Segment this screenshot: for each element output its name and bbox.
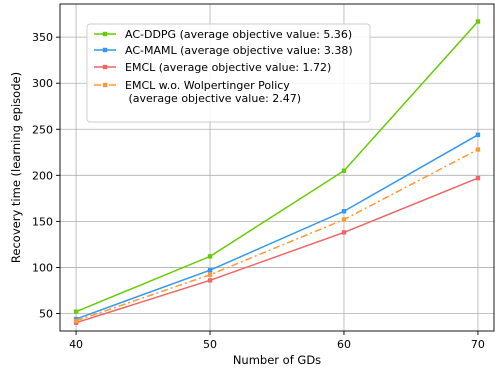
data-point: [341, 168, 347, 173]
axis-ticks: 40 50 60 70 50 100 150 200 250 300 350: [32, 31, 485, 351]
legend-item: AC-DDPG (average objective value: 5.36): [94, 28, 352, 41]
y-tick-label: 300: [32, 77, 53, 90]
data-point: [475, 147, 481, 152]
legend-swatch-marker: [102, 82, 108, 88]
legend-box: [86, 23, 371, 123]
x-tick-label: 60: [337, 338, 351, 351]
y-tick-label: 150: [32, 215, 53, 228]
legend-item: EMCL (average objective value: 1.72): [94, 61, 331, 74]
y-tick-label: 200: [32, 169, 53, 182]
legend-label: EMCL w.o. Wolpertinger Policy: [125, 79, 290, 92]
data-point: [73, 318, 79, 324]
data-point: [341, 209, 347, 214]
series-3: [73, 175, 481, 325]
series-2: [73, 132, 481, 322]
data-point: [207, 254, 213, 259]
x-tick-label: 70: [471, 338, 485, 351]
data-point: [475, 175, 481, 181]
x-tick-label: 40: [69, 338, 83, 351]
legend-item: AC-MAML (average objective value: 3.38): [94, 44, 353, 57]
series-line: [75, 177, 479, 324]
series-line: [75, 134, 479, 320]
data-point: [207, 268, 213, 273]
data-point: [73, 309, 79, 314]
legend-item: EMCL w.o. Wolpertinger Policy (average o…: [94, 79, 301, 105]
y-tick-label: 50: [39, 307, 53, 320]
legend-swatch-marker: [102, 31, 108, 37]
data-point: [207, 278, 213, 283]
series-4: [73, 147, 481, 324]
data-point: [341, 230, 347, 235]
y-tick-label: 250: [32, 123, 53, 136]
legend-label: (average objective value: 2.47): [125, 92, 301, 105]
series-1: [73, 19, 481, 314]
legend-label: AC-DDPG (average objective value: 5.36): [125, 28, 352, 41]
legend-swatch-marker: [102, 47, 108, 53]
y-axis-title: Recovery time (learning episode): [9, 72, 23, 263]
data-point: [475, 19, 481, 24]
legend-swatch-marker: [102, 64, 108, 70]
series-layer: [73, 19, 481, 325]
x-axis-title: Number of GDs: [233, 353, 321, 367]
y-tick-label: 350: [32, 31, 53, 44]
y-tick-label: 100: [32, 261, 53, 274]
legend: AC-DDPG (average objective value: 5.36) A…: [86, 23, 371, 123]
data-point: [207, 272, 213, 278]
legend-label: EMCL (average objective value: 1.72): [125, 61, 331, 74]
data-point: [341, 217, 347, 222]
series-line: [75, 20, 479, 313]
x-tick-label: 50: [203, 338, 217, 351]
series-line: [75, 148, 479, 322]
data-point: [475, 132, 481, 137]
legend-label: AC-MAML (average objective value: 3.38): [125, 44, 353, 57]
plot-frame: [59, 3, 495, 332]
